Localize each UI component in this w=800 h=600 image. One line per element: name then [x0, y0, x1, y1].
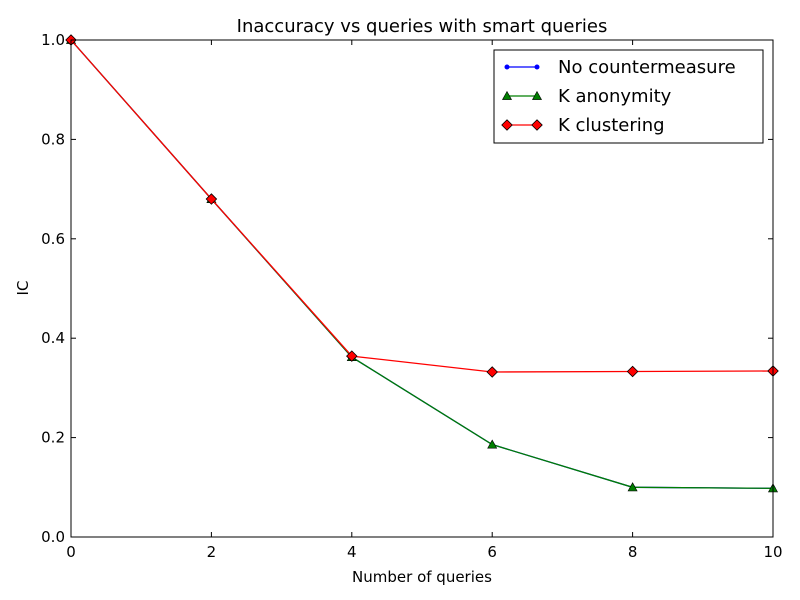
data-point	[205, 193, 218, 205]
y-tick-label: 1.0	[41, 31, 65, 49]
legend-marker	[501, 119, 513, 131]
y-tick-label: 0.2	[41, 429, 65, 447]
legend-entry: No countermeasure	[504, 57, 736, 78]
x-tick-label: 8	[628, 543, 638, 561]
legend-marker	[504, 64, 510, 70]
y-tick-label: 0.6	[41, 230, 65, 248]
x-tick-label: 6	[487, 543, 497, 561]
legend-label: K anonymity	[558, 86, 672, 107]
legend-marker	[531, 90, 543, 100]
y-tick-label: 0.0	[41, 528, 65, 546]
legend-marker	[534, 64, 540, 70]
data-point	[346, 350, 358, 362]
x-tick-label: 2	[207, 543, 217, 561]
x-tick-label: 0	[66, 543, 76, 561]
series-layer	[65, 34, 779, 493]
plot-frame	[70, 39, 774, 538]
legend-marker	[531, 119, 543, 131]
legend-marker	[501, 90, 513, 100]
legend-entry: K anonymity	[501, 86, 672, 107]
legend-entry: K clustering	[501, 115, 665, 136]
y-axis-label: IC	[14, 281, 32, 296]
legend: No countermeasure K anonymity K clustering	[493, 49, 764, 144]
x-tick-label: 10	[763, 543, 782, 561]
y-tick-label: 0.4	[41, 329, 65, 347]
data-point	[627, 482, 638, 492]
legend-label: K clustering	[558, 115, 665, 136]
data-point	[487, 439, 498, 449]
legend-label: No countermeasure	[558, 57, 736, 78]
data-point	[626, 365, 639, 378]
ticks-layer: 0 2 4 6 8 10 0.0 0.2 0.4 0.6 0.8 1.0	[41, 31, 782, 561]
x-tick-label: 4	[347, 543, 357, 561]
series-line	[70, 39, 774, 373]
y-tick-label: 0.8	[41, 130, 65, 148]
data-point	[486, 366, 498, 378]
series-3	[65, 34, 779, 378]
x-axis-label: Number of queries	[352, 568, 492, 586]
chart-title: Inaccuracy vs queries with smart queries	[237, 16, 608, 37]
